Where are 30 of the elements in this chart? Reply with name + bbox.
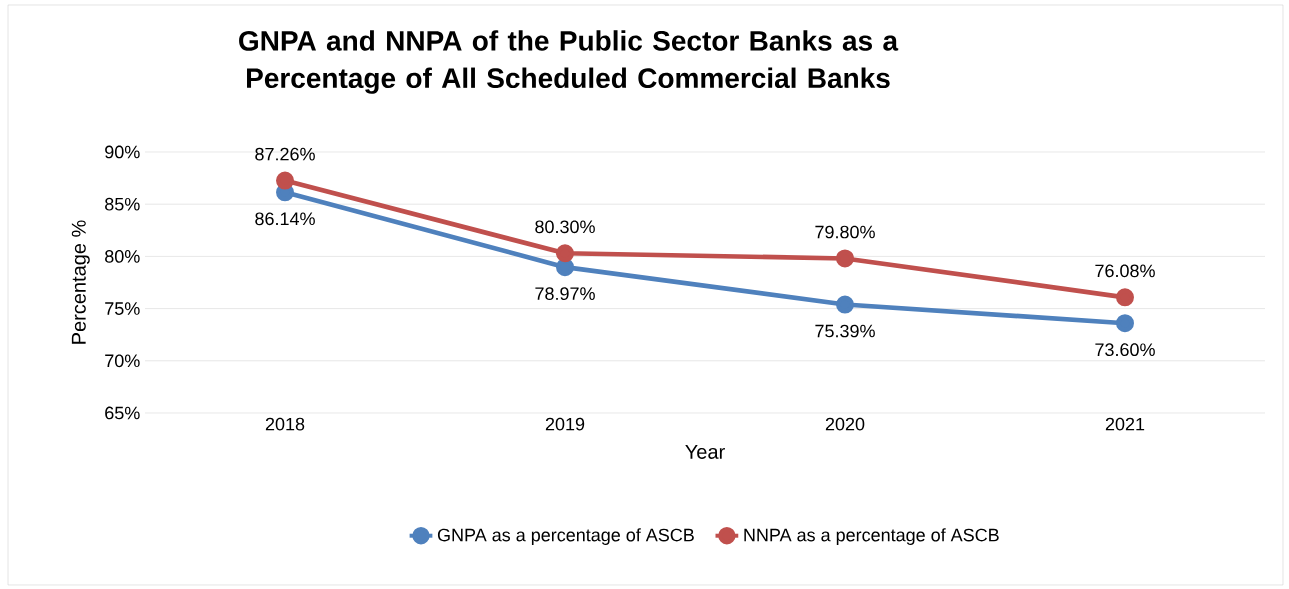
chart-title: GNPA and NNPA of the Public Sector Banks as a Percentage of All Scheduled Commercial Banks xyxy=(239,30,899,94)
data-label: 87.26% xyxy=(255,147,315,161)
y-tick-label: 65% xyxy=(105,406,140,420)
point xyxy=(556,244,575,263)
y-tick-label: 70% xyxy=(105,354,140,368)
y-tick-label: 85% xyxy=(105,197,140,211)
point xyxy=(835,249,854,268)
point xyxy=(276,171,295,190)
x-axis-title: Year xyxy=(685,444,725,459)
x-tick-label: 2018 xyxy=(265,417,305,431)
legend-label: NNPA as a percentage of ASCB xyxy=(744,528,999,545)
y-tick-label: 80% xyxy=(105,250,140,263)
data-label: 75.39% xyxy=(815,324,875,338)
data-label: 86.14% xyxy=(255,212,315,226)
point xyxy=(835,295,854,314)
legend-label: GNPA as a percentage of ASCB xyxy=(437,528,694,545)
y-axis-title: Percentage % xyxy=(71,220,90,344)
y-tick-label: 75% xyxy=(105,302,140,315)
x-tick-label: 2019 xyxy=(545,417,585,431)
data-label: 76.08% xyxy=(1095,264,1155,278)
data-label: 73.60% xyxy=(1095,343,1155,357)
y-tick-label: 90% xyxy=(105,145,140,159)
x-tick-label: 2020 xyxy=(825,417,865,431)
data-label: 78.97% xyxy=(535,287,595,300)
point xyxy=(1115,314,1134,333)
point xyxy=(556,258,575,277)
data-label: 80.30% xyxy=(535,220,595,234)
point xyxy=(1115,288,1134,307)
x-tick-label: 2021 xyxy=(1105,417,1145,431)
data-label: 79.80% xyxy=(815,225,875,239)
